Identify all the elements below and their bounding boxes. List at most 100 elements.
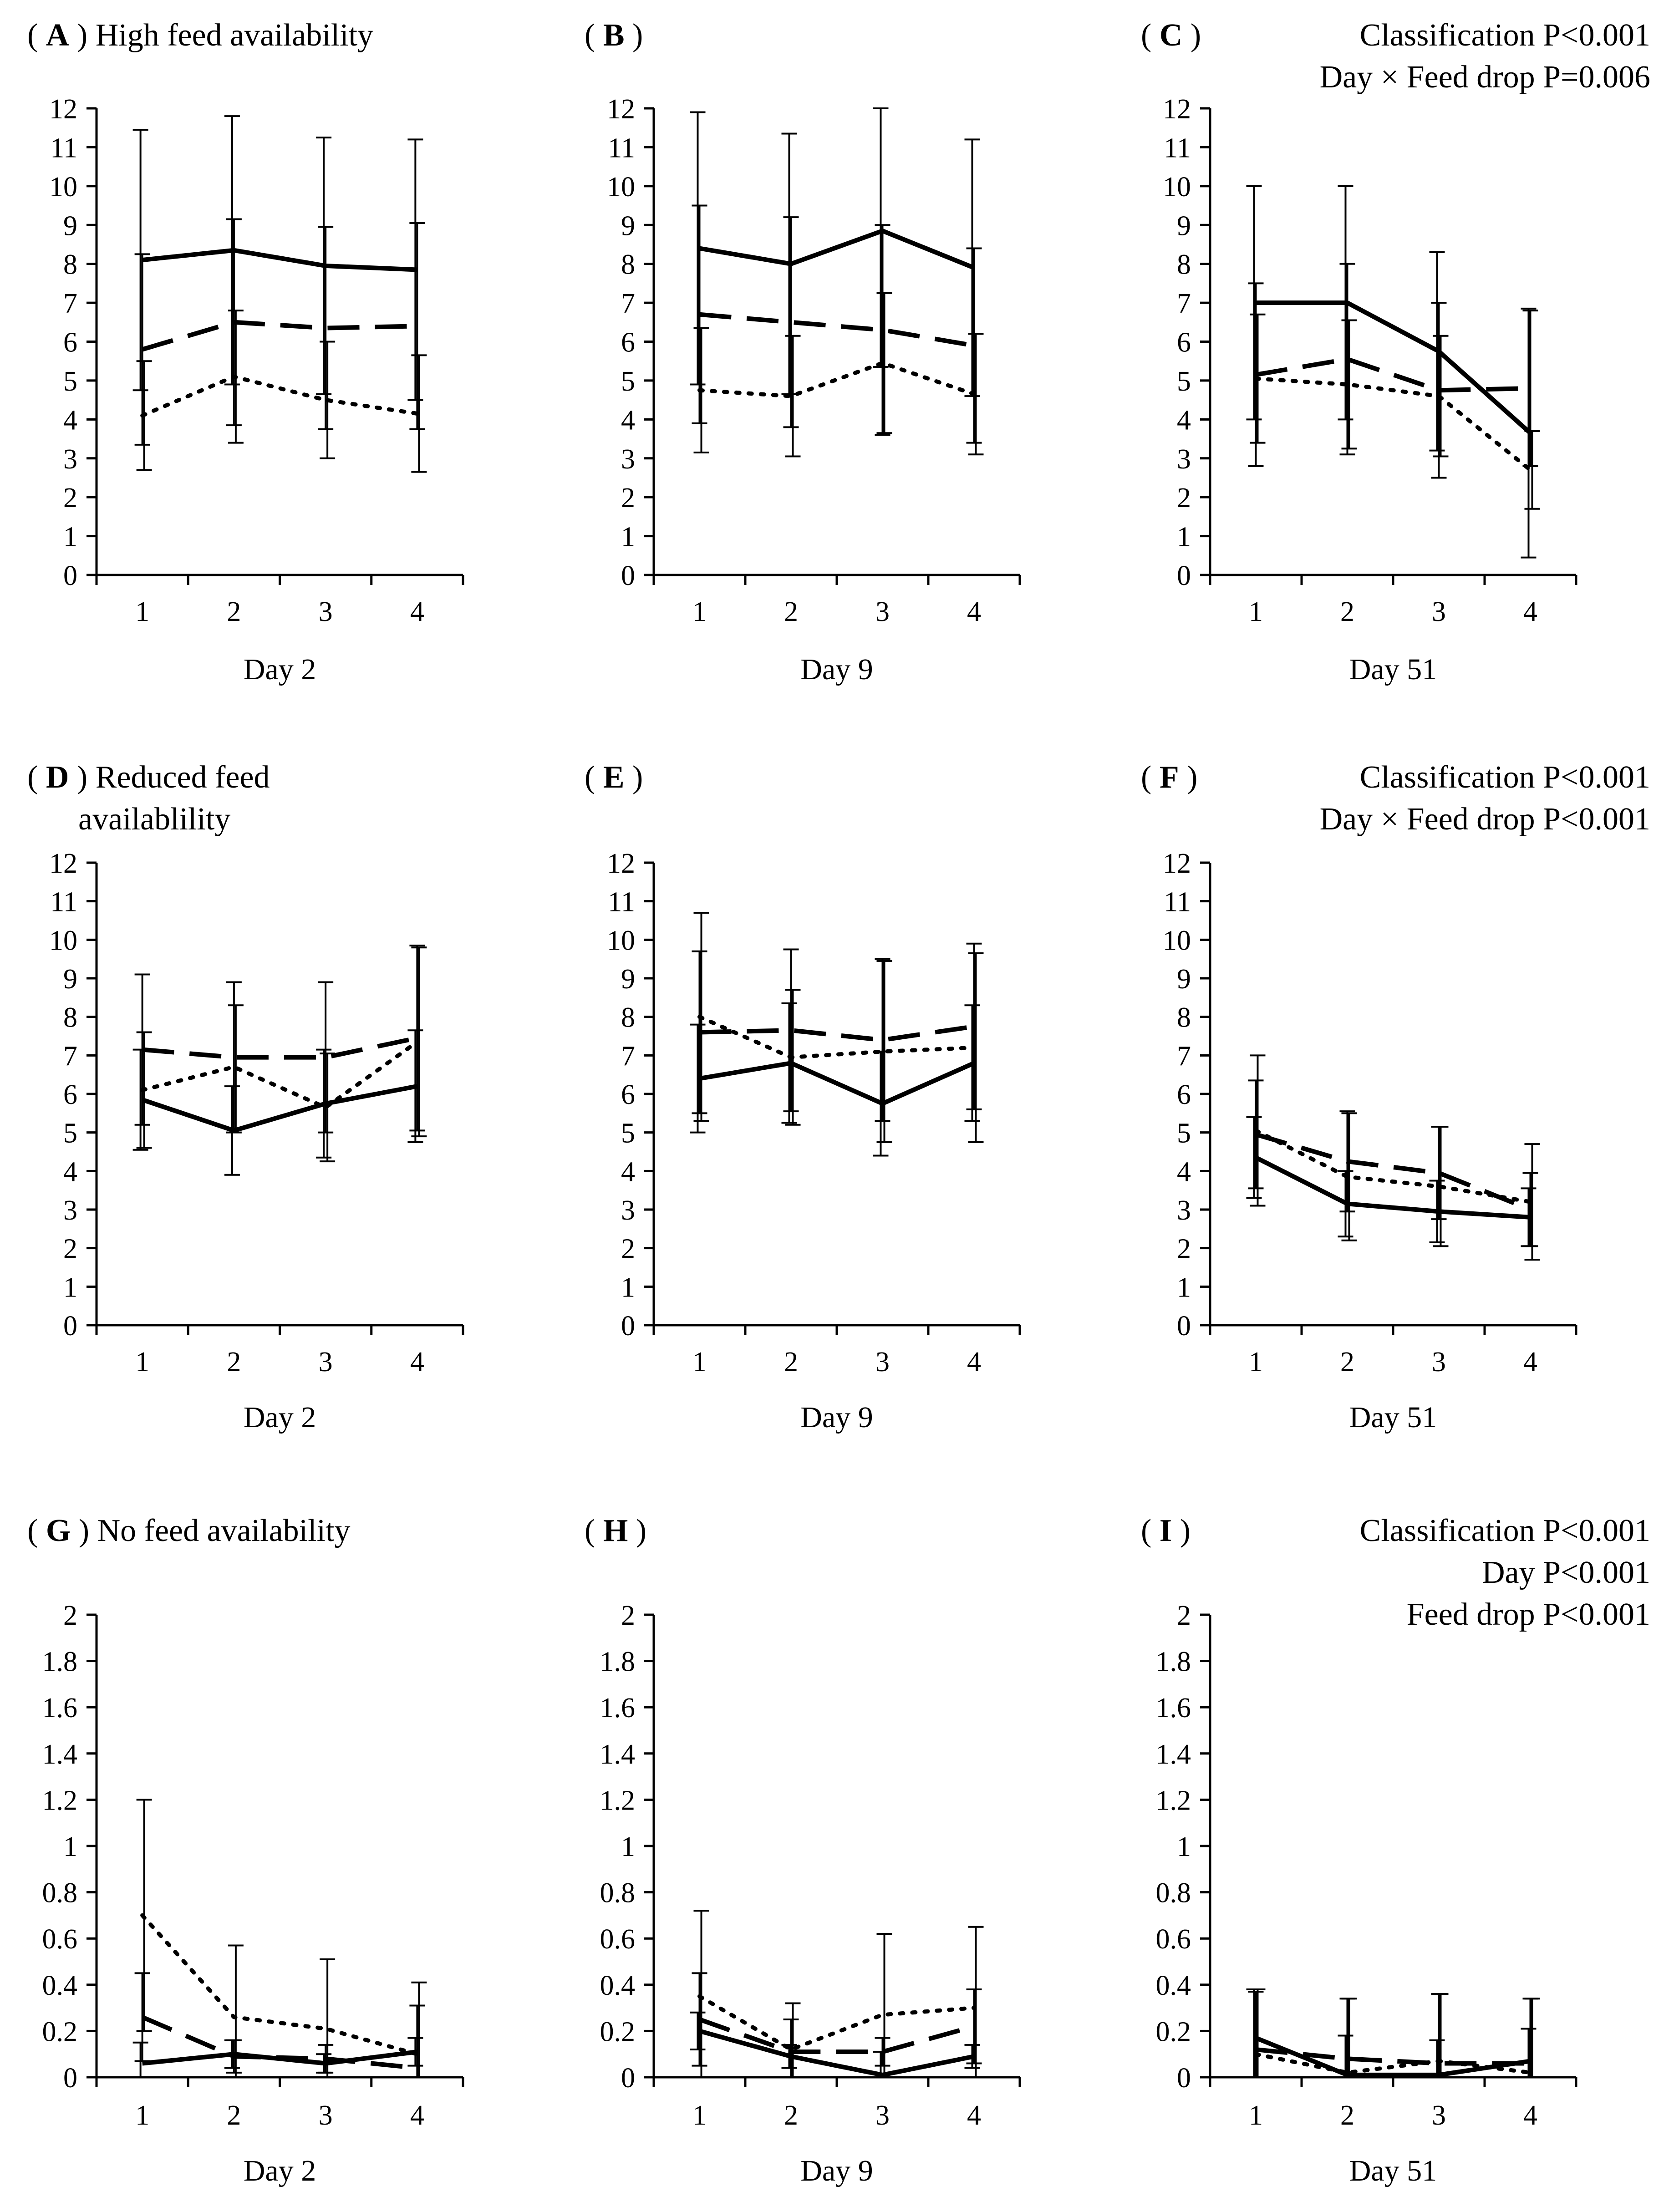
x-axis-title: Day 9 (800, 653, 873, 686)
series-dashed (1248, 263, 1538, 479)
y-tick-label: 0.2 (600, 2016, 636, 2047)
x-axis-title: Day 9 (800, 1401, 873, 1434)
x-tick-label: 2 (227, 1347, 241, 1378)
y-tick-label: 0.8 (600, 1878, 636, 1909)
series-line-dotted (1254, 376, 1532, 472)
y-tick-label: 6 (63, 1079, 77, 1110)
series-dotted (136, 946, 427, 1163)
series-line-solid (699, 229, 975, 270)
y-tick-label: 1.6 (42, 1693, 78, 1724)
x-tick-label: 1 (135, 1347, 149, 1378)
y-tick-label: 1 (1177, 1272, 1191, 1303)
y-tick-label: 2 (63, 1234, 77, 1265)
x-axis-title: Day 9 (800, 2154, 873, 2187)
series-dotted (1250, 1988, 1540, 2078)
y-tick-label: 4 (621, 1156, 635, 1187)
y-tick-label: 10 (1163, 925, 1191, 956)
x-tick-label: 2 (1340, 2100, 1354, 2131)
y-tick-label: 11 (1164, 132, 1191, 163)
x-tick-label: 2 (227, 2100, 241, 2131)
y-tick-label: 7 (621, 288, 635, 319)
panel-I: 0 0.2 0.4 0.6 0.8 1 1.2 1.4 1.6 1.8 2 1 2 3 4 Day 51 ( I… (1141, 1513, 1650, 2187)
y-tick-label: 12 (607, 848, 635, 879)
y-tick-label: 0.4 (600, 1970, 636, 2001)
x-tick-label: 3 (875, 596, 890, 627)
y-tick-label: 8 (1177, 249, 1191, 280)
y-tick-label: 1.8 (1156, 1647, 1191, 1678)
x-tick-label: 1 (135, 596, 149, 627)
panel-title: ( A ) High feed availability (27, 18, 373, 53)
series-line-dotted (140, 374, 419, 418)
y-tick-label: 9 (63, 964, 77, 995)
y-tick-label: 0 (63, 560, 77, 591)
y-tick-label: 0 (621, 2063, 635, 2094)
y-tick-label: 0.4 (1156, 1970, 1191, 2001)
y-tick-label: 1 (63, 522, 77, 553)
x-tick-label: 1 (692, 596, 707, 627)
series-dashed (134, 1972, 425, 2078)
x-axis-title: Day 2 (244, 1401, 316, 1434)
y-tick-label: 4 (63, 405, 77, 436)
y-tick-label: 10 (49, 925, 77, 956)
x-tick-label: 2 (784, 2100, 798, 2131)
x-tick-label: 3 (1432, 2100, 1446, 2131)
x-axis-title: Day 2 (244, 653, 316, 686)
y-tick-label: 1.6 (600, 1693, 636, 1724)
y-tick-label: 0.6 (600, 1924, 636, 1955)
y-tick-label: 9 (1177, 964, 1191, 995)
series-line-dashed (699, 1024, 975, 1042)
series-dotted (693, 292, 984, 458)
stats-annotation: Classification P<0.001 (1360, 18, 1650, 53)
x-tick-label: 1 (692, 2100, 707, 2131)
panel-title: ( F ) (1141, 760, 1197, 795)
x-tick-label: 2 (784, 1347, 798, 1378)
y-tick-label: 12 (49, 94, 77, 125)
x-tick-label: 4 (1523, 1347, 1537, 1378)
series-line-dashed (698, 2017, 975, 2054)
y-tick-label: 5 (1177, 366, 1191, 397)
series-line-dashed (699, 312, 975, 348)
y-tick-label: 0 (1177, 560, 1191, 591)
y-tick-label: 1.2 (42, 1785, 78, 1816)
y-tick-label: 1.6 (1156, 1693, 1191, 1724)
stats-annotation: Classification P<0.001 (1360, 1513, 1650, 1548)
y-tick-label: 4 (621, 405, 635, 436)
panel-title-text: No feed availability (97, 1513, 351, 1548)
x-tick-label: 1 (1249, 2100, 1263, 2131)
y-tick-label: 2 (1177, 1234, 1191, 1265)
y-tick-label: 6 (621, 1079, 635, 1110)
y-tick-label: 2 (621, 1234, 635, 1265)
y-tick-label: 1.4 (600, 1739, 636, 1770)
y-tick-label: 0 (63, 2063, 77, 2094)
y-tick-label: 2 (621, 483, 635, 514)
stats-annotation: Feed drop P<0.001 (1407, 1597, 1650, 1632)
series-line-dotted (697, 1994, 976, 2052)
y-tick-label: 11 (50, 887, 77, 918)
y-tick-label: 2 (63, 483, 77, 514)
x-tick-label: 4 (967, 1347, 981, 1378)
y-tick-label: 4 (1177, 405, 1191, 436)
stats-annotation: Day × Feed drop P<0.001 (1320, 802, 1650, 837)
y-tick-label: 0 (621, 560, 635, 591)
y-tick-label: 6 (621, 327, 635, 358)
x-tick-label: 3 (319, 1347, 333, 1378)
series-dotted (1250, 313, 1540, 510)
y-tick-label: 7 (63, 1041, 77, 1072)
y-tick-label: 8 (1177, 1002, 1191, 1033)
y-tick-label: 5 (621, 1118, 635, 1149)
series-line-dashed (1255, 1132, 1531, 1212)
y-tick-label: 10 (607, 925, 635, 956)
y-tick-label: 3 (63, 1195, 77, 1226)
series-dotted (693, 912, 984, 1143)
y-tick-label: 9 (63, 210, 77, 241)
x-tick-label: 4 (410, 596, 424, 627)
series-solid (1246, 185, 1537, 559)
y-tick-label: 0 (1177, 2063, 1191, 2094)
stats-annotation: Day × Feed drop P=0.006 (1320, 60, 1650, 95)
series-solid (132, 115, 423, 401)
panel-title: ( C ) (1141, 18, 1201, 53)
